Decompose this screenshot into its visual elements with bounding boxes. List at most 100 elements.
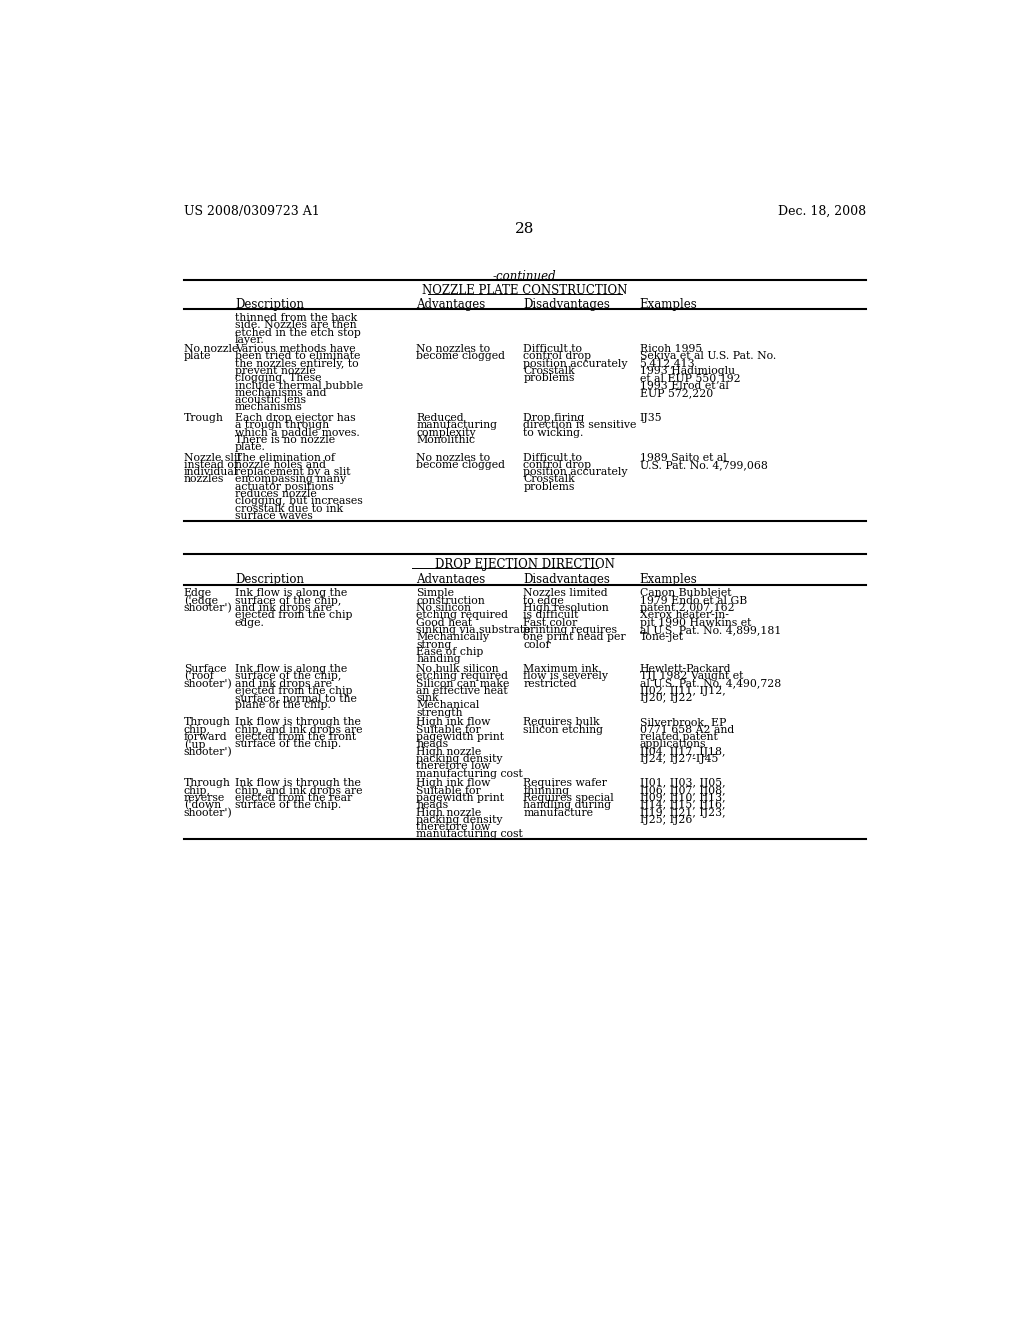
Text: IJ06, IJ07, IJ08,: IJ06, IJ07, IJ08, xyxy=(640,785,725,796)
Text: side. Nozzles are then: side. Nozzles are then xyxy=(234,321,356,330)
Text: control drop: control drop xyxy=(523,459,592,470)
Text: et al EUP 550,192: et al EUP 550,192 xyxy=(640,374,740,383)
Text: chip, and ink drops are: chip, and ink drops are xyxy=(234,725,362,735)
Text: shooter'): shooter') xyxy=(183,603,232,614)
Text: Requires bulk: Requires bulk xyxy=(523,718,600,727)
Text: TIJ 1982 Vaught et: TIJ 1982 Vaught et xyxy=(640,671,742,681)
Text: chip,: chip, xyxy=(183,785,211,796)
Text: packing density: packing density xyxy=(417,814,503,825)
Text: Description: Description xyxy=(234,573,304,586)
Text: ejected from the chip: ejected from the chip xyxy=(234,686,352,696)
Text: nozzles: nozzles xyxy=(183,474,224,484)
Text: reduces nozzle: reduces nozzle xyxy=(234,490,316,499)
Text: Silverbrook, EP: Silverbrook, EP xyxy=(640,718,726,727)
Text: to edge: to edge xyxy=(523,595,564,606)
Text: Ink flow is through the: Ink flow is through the xyxy=(234,718,360,727)
Text: Disadvantages: Disadvantages xyxy=(523,298,610,310)
Text: manufacturing cost: manufacturing cost xyxy=(417,829,523,840)
Text: applications: applications xyxy=(640,739,706,750)
Text: layer.: layer. xyxy=(234,335,264,345)
Text: plate: plate xyxy=(183,351,211,362)
Text: IJ09, IJ10, IJ13,: IJ09, IJ10, IJ13, xyxy=(640,793,725,803)
Text: shooter'): shooter') xyxy=(183,678,232,689)
Text: problems: problems xyxy=(523,374,574,383)
Text: and ink drops are: and ink drops are xyxy=(234,603,332,612)
Text: is difficult: is difficult xyxy=(523,610,579,620)
Text: pit 1990 Hawkins et: pit 1990 Hawkins et xyxy=(640,618,751,628)
Text: Advantages: Advantages xyxy=(417,573,485,586)
Text: Tone-jet: Tone-jet xyxy=(640,632,683,643)
Text: Hewlett-Packard: Hewlett-Packard xyxy=(640,664,731,675)
Text: 0771 658 A2 and: 0771 658 A2 and xyxy=(640,725,734,735)
Text: High ink flow: High ink flow xyxy=(417,718,490,727)
Text: include thermal bubble: include thermal bubble xyxy=(234,380,364,391)
Text: Canon Bubblejet: Canon Bubblejet xyxy=(640,589,731,598)
Text: patent 2,007,162: patent 2,007,162 xyxy=(640,603,734,612)
Text: etched in the etch stop: etched in the etch stop xyxy=(234,327,360,338)
Text: manufacturing cost: manufacturing cost xyxy=(417,768,523,779)
Text: chip,: chip, xyxy=(183,725,211,735)
Text: No nozzles to: No nozzles to xyxy=(417,453,490,462)
Text: IJ14, IJ15, IJ16,: IJ14, IJ15, IJ16, xyxy=(640,800,725,810)
Text: Dec. 18, 2008: Dec. 18, 2008 xyxy=(777,205,866,218)
Text: al U.S. Pat. No. 4,899,181: al U.S. Pat. No. 4,899,181 xyxy=(640,626,781,635)
Text: ejected from the rear: ejected from the rear xyxy=(234,793,352,803)
Text: strong: strong xyxy=(417,640,452,649)
Text: No silicon: No silicon xyxy=(417,603,471,612)
Text: nozzle holes and: nozzle holes and xyxy=(234,459,326,470)
Text: Advantages: Advantages xyxy=(417,298,485,310)
Text: restricted: restricted xyxy=(523,678,577,689)
Text: Drop firing: Drop firing xyxy=(523,413,585,422)
Text: packing density: packing density xyxy=(417,754,503,764)
Text: IJ01, IJ03, IJ05,: IJ01, IJ03, IJ05, xyxy=(640,779,725,788)
Text: Nozzle slit: Nozzle slit xyxy=(183,453,242,462)
Text: ('edge: ('edge xyxy=(183,595,218,606)
Text: -continued: -continued xyxy=(493,271,557,282)
Text: Through: Through xyxy=(183,718,230,727)
Text: complexity: complexity xyxy=(417,428,476,437)
Text: chip, and ink drops are: chip, and ink drops are xyxy=(234,785,362,796)
Text: therefore low: therefore low xyxy=(417,762,490,771)
Text: Difficult to: Difficult to xyxy=(523,453,583,462)
Text: NOZZLE PLATE CONSTRUCTION: NOZZLE PLATE CONSTRUCTION xyxy=(422,284,628,297)
Text: surface of the chip.: surface of the chip. xyxy=(234,739,341,750)
Text: clogging, but increases: clogging, but increases xyxy=(234,496,362,507)
Text: Edge: Edge xyxy=(183,589,212,598)
Text: printing requires: printing requires xyxy=(523,626,617,635)
Text: Difficult to: Difficult to xyxy=(523,345,583,354)
Text: Good heat: Good heat xyxy=(417,618,472,628)
Text: mechanisms and: mechanisms and xyxy=(234,388,327,397)
Text: Trough: Trough xyxy=(183,413,223,422)
Text: become clogged: become clogged xyxy=(417,459,505,470)
Text: High resolution: High resolution xyxy=(523,603,609,612)
Text: Through: Through xyxy=(183,779,230,788)
Text: color: color xyxy=(523,640,551,649)
Text: Ricoh 1995: Ricoh 1995 xyxy=(640,345,701,354)
Text: related patent: related patent xyxy=(640,733,717,742)
Text: plane of the chip.: plane of the chip. xyxy=(234,701,331,710)
Text: position accurately: position accurately xyxy=(523,467,628,477)
Text: Maximum ink: Maximum ink xyxy=(523,664,599,675)
Text: ('down: ('down xyxy=(183,800,221,810)
Text: There is no nozzle: There is no nozzle xyxy=(234,434,335,445)
Text: Description: Description xyxy=(234,298,304,310)
Text: ejected from the front: ejected from the front xyxy=(234,733,356,742)
Text: Examples: Examples xyxy=(640,298,697,310)
Text: instead of: instead of xyxy=(183,459,238,470)
Text: Disadvantages: Disadvantages xyxy=(523,573,610,586)
Text: surface of the chip,: surface of the chip, xyxy=(234,671,341,681)
Text: IJ35: IJ35 xyxy=(640,413,663,422)
Text: shooter'): shooter') xyxy=(183,747,232,756)
Text: High nozzle: High nozzle xyxy=(417,808,481,817)
Text: shooter'): shooter') xyxy=(183,808,232,818)
Text: Suitable for: Suitable for xyxy=(417,785,481,796)
Text: one print head per: one print head per xyxy=(523,632,626,643)
Text: mechanisms: mechanisms xyxy=(234,403,303,412)
Text: surface, normal to the: surface, normal to the xyxy=(234,693,356,704)
Text: Mechanically: Mechanically xyxy=(417,632,489,643)
Text: al U.S. Pat. No. 4,490,728: al U.S. Pat. No. 4,490,728 xyxy=(640,678,780,689)
Text: Requires special: Requires special xyxy=(523,793,614,803)
Text: etching required: etching required xyxy=(417,610,508,620)
Text: 1993 Hadimioglu: 1993 Hadimioglu xyxy=(640,366,734,376)
Text: High ink flow: High ink flow xyxy=(417,779,490,788)
